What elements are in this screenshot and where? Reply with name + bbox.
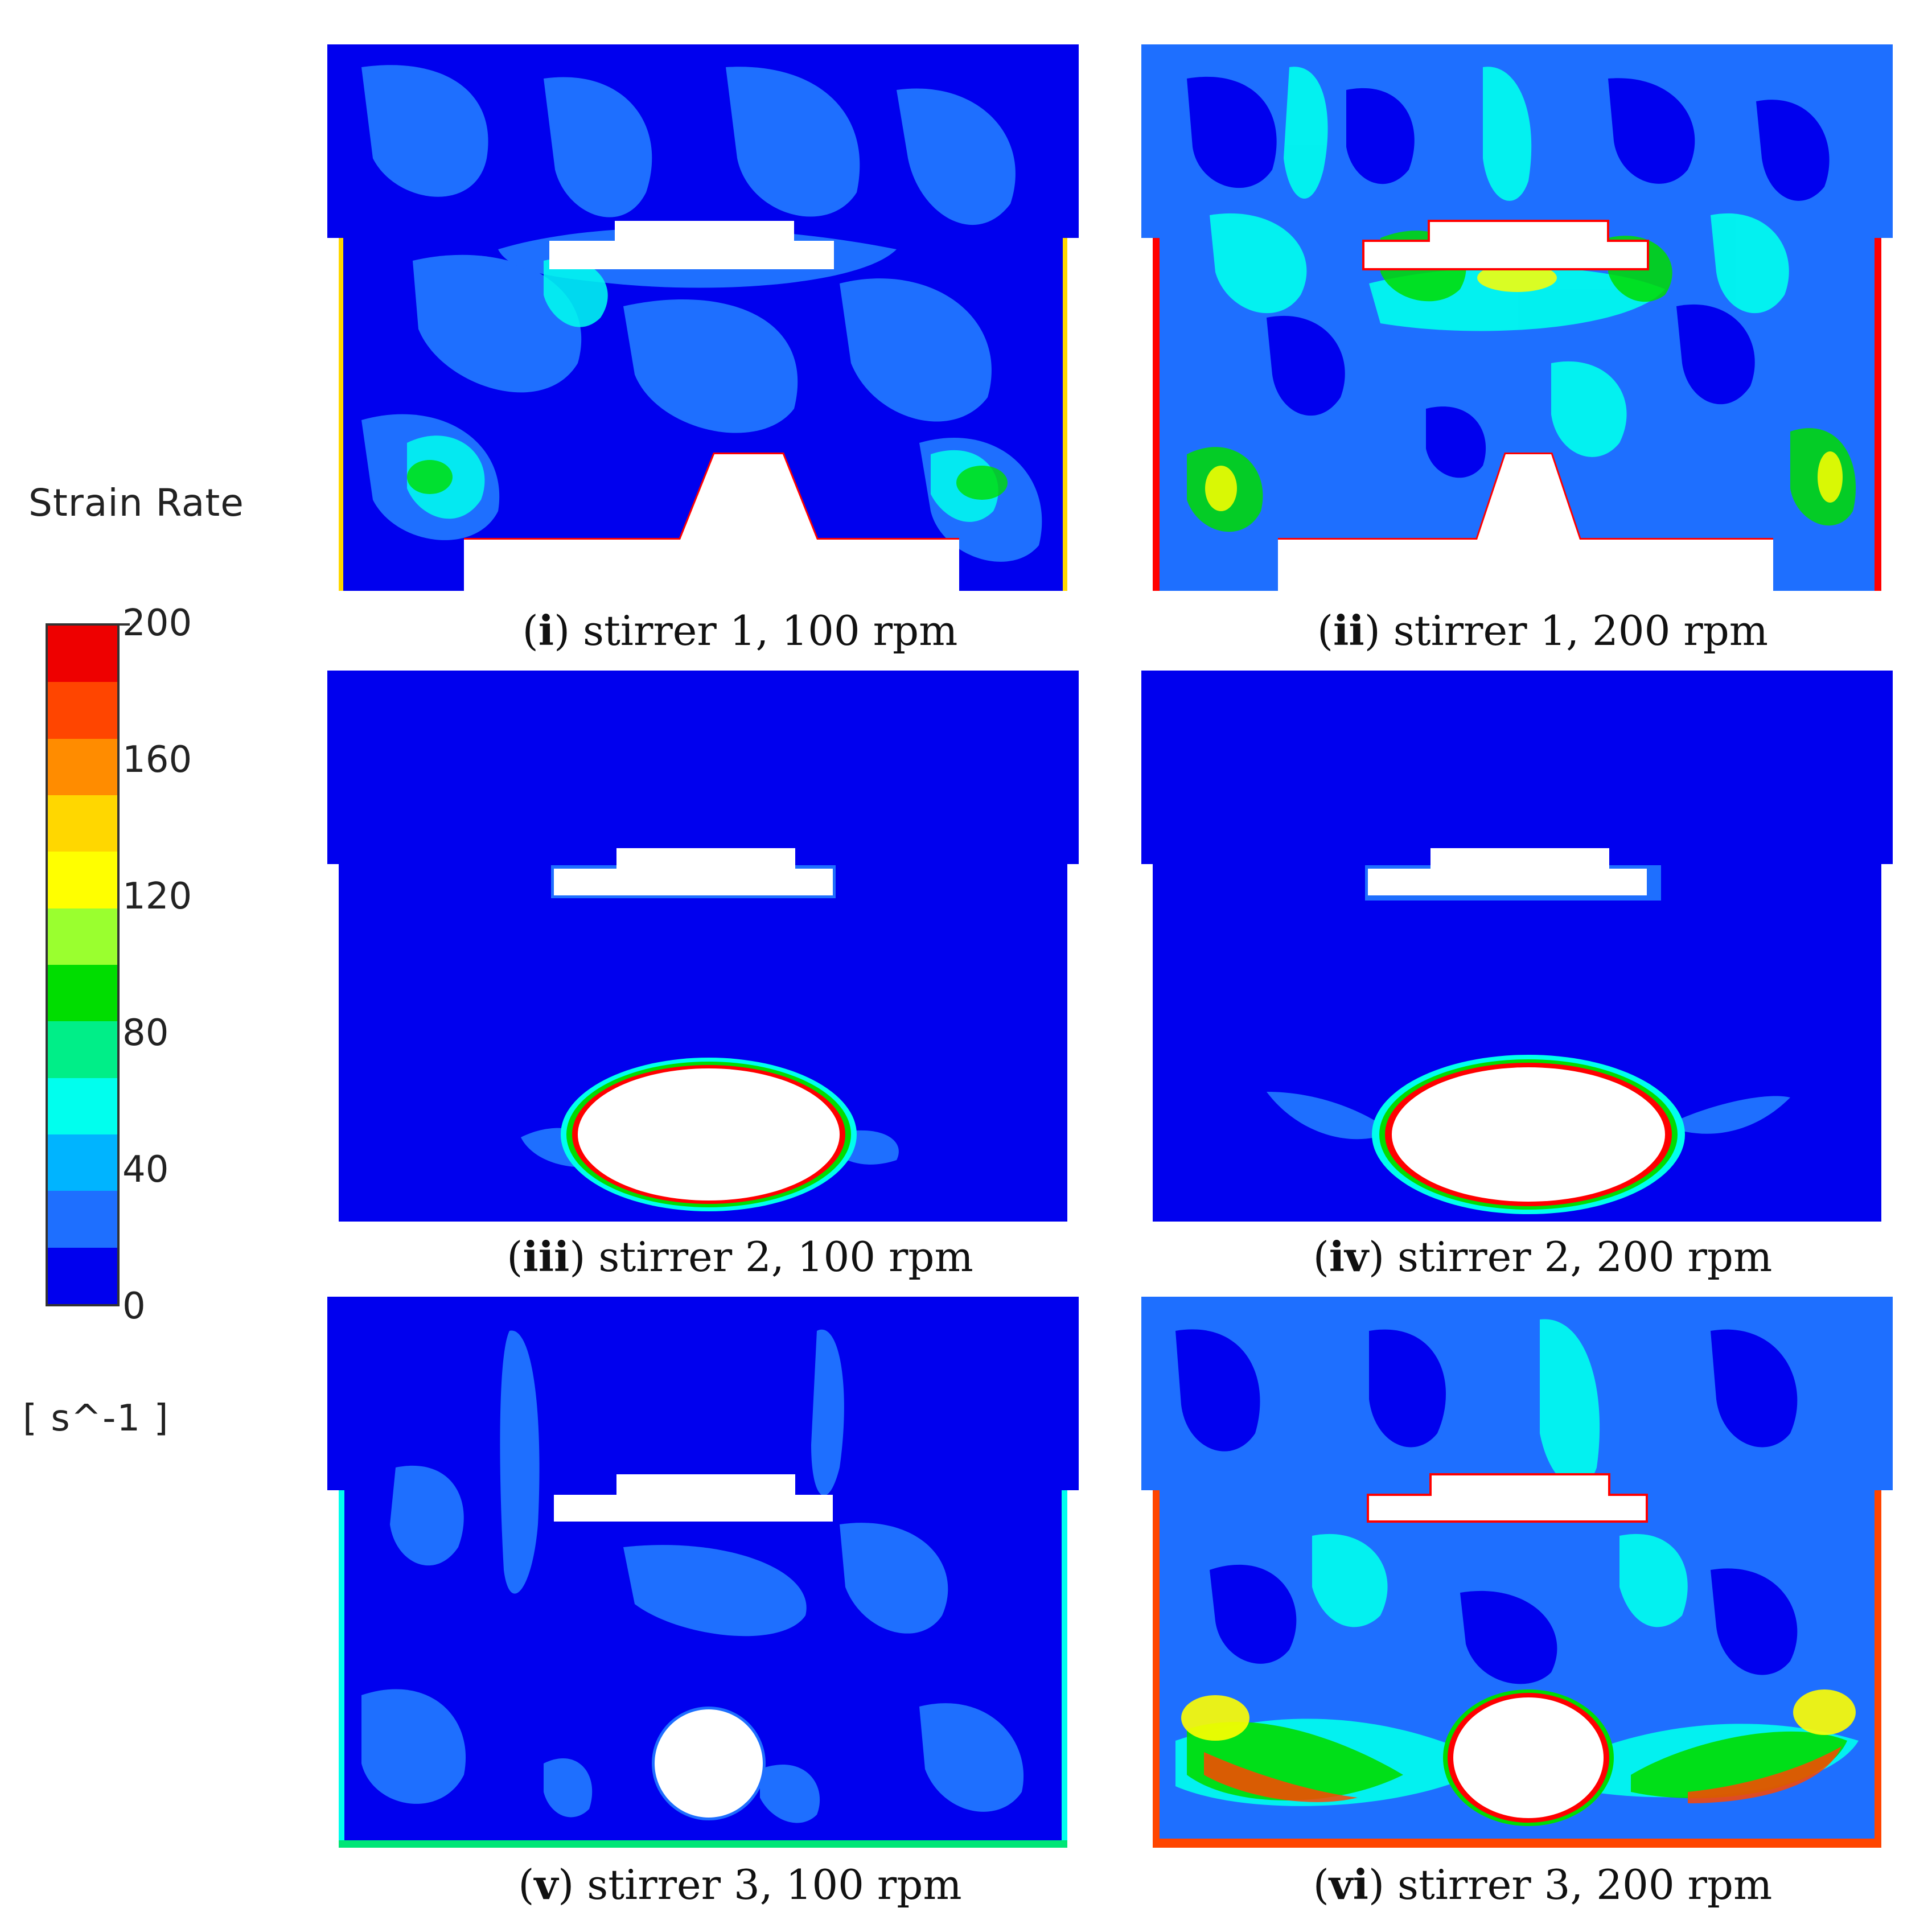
caption-text-i: stirrer 1, 100 rpm <box>583 607 958 655</box>
caption-panel-iv: (iv) stirrer 2, 200 rpm <box>1313 1232 1773 1281</box>
panel-label-iii: iii <box>523 1232 570 1281</box>
colorbar-label-40: 40 <box>122 1149 169 1191</box>
caption-panel-ii: (ii) stirrer 1, 200 rpm <box>1317 606 1769 655</box>
colorbar-tick-200 <box>120 623 130 626</box>
caption-text-vi: stirrer 3, 200 rpm <box>1397 1861 1773 1909</box>
caption-panel-vi: (vi) stirrer 3, 200 rpm <box>1313 1860 1773 1909</box>
contour-panel-ii <box>1141 44 1893 595</box>
colorbar-label-0: 0 <box>122 1285 146 1327</box>
panel-label-vi: vi <box>1329 1860 1368 1909</box>
contour-panel-iii <box>327 671 1079 1222</box>
caption-text-ii: stirrer 1, 200 rpm <box>1393 607 1769 655</box>
panel-label-iv: iv <box>1329 1232 1368 1281</box>
caption-text-iii: stirrer 2, 100 rpm <box>598 1233 973 1281</box>
contour-panel-i <box>327 44 1079 595</box>
caption-text-v: stirrer 3, 100 rpm <box>587 1861 962 1909</box>
caption-panel-i: (i) stirrer 1, 100 rpm <box>522 606 958 655</box>
colorbar-label-200: 200 <box>122 602 192 644</box>
panel-label-ii: ii <box>1333 606 1364 655</box>
legend-unit: [ s^-1 ] <box>23 1397 170 1440</box>
panel-label-i: i <box>538 606 554 655</box>
colorbar-label-80: 80 <box>122 1012 169 1054</box>
caption-text-iv: stirrer 2, 200 rpm <box>1397 1233 1773 1281</box>
caption-panel-iii: (iii) stirrer 2, 100 rpm <box>507 1232 973 1281</box>
colorbar-label-160: 160 <box>122 739 192 781</box>
strain-rate-colorbar <box>46 623 120 1306</box>
contour-panel-v <box>327 1297 1079 1848</box>
contour-panel-vi <box>1141 1297 1893 1848</box>
caption-panel-v: (v) stirrer 3, 100 rpm <box>518 1860 962 1909</box>
legend-title: Strain Rate <box>28 481 244 525</box>
colorbar-label-120: 120 <box>122 875 192 918</box>
panel-label-v: v <box>534 1860 558 1909</box>
contour-panel-iv <box>1141 671 1893 1222</box>
